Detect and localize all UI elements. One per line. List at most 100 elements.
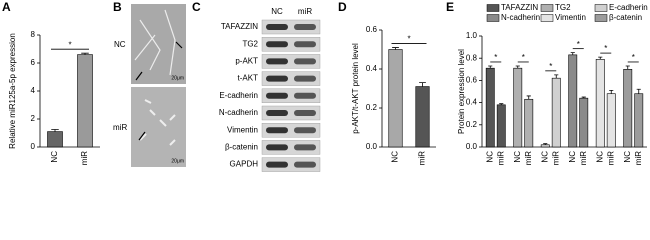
legend-label: TG2 xyxy=(555,3,571,12)
column-label: miR xyxy=(298,7,312,16)
blot xyxy=(261,19,321,35)
column-label: NC xyxy=(271,7,283,16)
bar xyxy=(568,54,578,148)
band xyxy=(294,41,316,48)
x-tick-label: miR xyxy=(579,151,588,165)
y-tick-label: 6 xyxy=(31,58,36,67)
error-bar xyxy=(598,56,603,60)
band xyxy=(294,127,316,134)
blot xyxy=(261,157,321,172)
y-tick-label: 0.2 xyxy=(366,103,378,112)
x-tick-label: NC xyxy=(568,151,577,163)
bar xyxy=(77,54,93,148)
x-tick-label: NC xyxy=(50,151,59,163)
bar xyxy=(551,77,561,148)
error-bar xyxy=(515,65,520,69)
band xyxy=(266,110,288,116)
y-tick-label: 2 xyxy=(31,114,36,123)
significance: * xyxy=(494,53,497,62)
band xyxy=(266,92,288,99)
bar xyxy=(388,49,403,148)
band xyxy=(294,58,316,65)
legend-label: N-cadherin xyxy=(501,13,540,22)
y-tick-label: 0.6 xyxy=(366,25,378,34)
y-tick-label: 8 xyxy=(31,30,36,39)
y-tick-label: 0.4 xyxy=(466,98,478,107)
error-bar xyxy=(570,52,575,55)
image-label: miR xyxy=(113,123,127,132)
bar xyxy=(623,69,633,148)
legend-swatch xyxy=(594,4,608,12)
y-tick-label: 0.4 xyxy=(366,64,378,73)
scale-bar: 20μm xyxy=(171,158,184,164)
micrograph xyxy=(131,4,186,84)
x-tick-label: NC xyxy=(485,151,494,163)
bar xyxy=(415,86,430,148)
x-tick-label: miR xyxy=(634,151,643,165)
x-tick-label: miR xyxy=(418,151,427,165)
error-bar xyxy=(636,88,641,94)
y-tick-label: 4 xyxy=(31,86,36,95)
blot xyxy=(261,88,321,104)
error-bar xyxy=(609,89,614,94)
band xyxy=(294,92,316,99)
error-bar xyxy=(392,47,399,50)
y-tick-label: 0.0 xyxy=(466,142,478,151)
legend-swatch xyxy=(594,14,608,22)
cell-outline xyxy=(134,9,176,76)
error-bar xyxy=(419,82,426,87)
bar xyxy=(485,67,495,148)
x-tick-label: NC xyxy=(540,151,549,163)
legend-label: β-catenin xyxy=(609,13,642,22)
legend-label: TAFAZZIN xyxy=(501,3,538,12)
blot-label: Vimentin xyxy=(227,125,258,134)
blot xyxy=(261,37,321,52)
bar xyxy=(524,98,534,148)
band xyxy=(266,75,288,82)
blot xyxy=(261,140,321,155)
panel-letter: B xyxy=(113,0,122,14)
band xyxy=(294,24,316,30)
blot-label: N-cadherin xyxy=(219,108,258,117)
arrow xyxy=(135,41,183,141)
band xyxy=(266,58,288,65)
panel-letter: C xyxy=(192,0,201,14)
bar xyxy=(606,93,616,148)
bar xyxy=(496,104,506,148)
significance: * xyxy=(68,40,71,49)
x-tick-label: miR xyxy=(606,151,615,165)
significance: * xyxy=(632,53,635,62)
figure: A B C D E NC miR 20μm 20μm NC miR TAFAZZ… xyxy=(2,0,648,172)
significance: * xyxy=(549,62,552,71)
bar xyxy=(595,59,605,148)
significance: * xyxy=(522,53,525,62)
micrograph xyxy=(131,87,186,167)
blot-label: E-cadherin xyxy=(219,91,258,100)
band xyxy=(266,24,288,30)
legend-swatch xyxy=(540,14,554,22)
y-axis-label: Relative miR125a-5p expression xyxy=(8,33,17,149)
panel-letter: E xyxy=(446,0,454,14)
x-tick-label: miR xyxy=(80,151,89,165)
bar xyxy=(540,144,550,148)
error-bar xyxy=(554,74,559,79)
x-tick-label: miR xyxy=(524,151,533,165)
band xyxy=(294,75,316,82)
image-label: NC xyxy=(114,40,126,49)
legend-label: E-cadherin xyxy=(609,3,648,12)
blot-label: β-catenin xyxy=(225,143,258,152)
bar xyxy=(634,93,644,148)
x-tick-label: miR xyxy=(551,151,560,165)
bar xyxy=(579,97,589,148)
error-bar xyxy=(543,143,548,145)
band xyxy=(294,161,316,168)
x-tick-label: miR xyxy=(496,151,505,165)
error-bar xyxy=(526,95,531,100)
blot-label: GAPDH xyxy=(230,160,259,169)
y-axis-label: Protein expression level xyxy=(457,49,466,134)
legend-swatch xyxy=(486,14,500,22)
error-bar xyxy=(488,65,493,69)
y-tick-label: 0 xyxy=(31,142,36,151)
x-tick-label: NC xyxy=(513,151,522,163)
y-tick-label: 0.0 xyxy=(366,142,378,151)
